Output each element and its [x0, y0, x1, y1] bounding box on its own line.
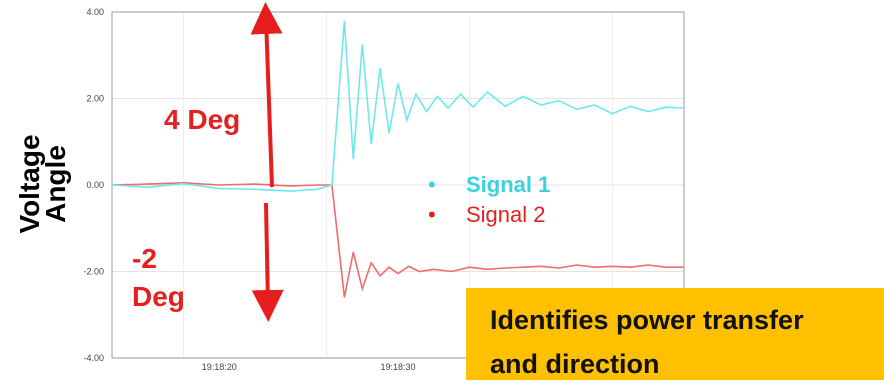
legend-item-signal-2: • Signal 2: [428, 200, 550, 230]
y-tick-label: 4.00: [86, 7, 104, 17]
arrow-up-4deg: [250, 2, 283, 188]
annotation-neg2deg-line2: Deg: [132, 281, 185, 312]
chart-legend: • Signal 1 • Signal 2: [428, 170, 550, 230]
annotation-arrows: [250, 2, 284, 322]
annotation-4deg-text: 4 Deg: [164, 104, 241, 135]
series-line-signal-2: [111, 181, 684, 298]
annotation-neg2deg: -2 Deg: [132, 240, 185, 316]
callout-line2: and direction: [490, 349, 660, 379]
y-axis-label-line2: Angle: [40, 145, 71, 223]
legend-bullet-signal-2: •: [428, 202, 436, 227]
arrow-down-2deg: [251, 202, 284, 322]
x-tick-label: 19:18:30: [380, 362, 415, 372]
annotation-4deg: 4 Deg: [164, 102, 240, 137]
y-tick-label: 0.00: [86, 180, 104, 190]
x-axis-ticks: 19:18:20 19:18:30: [202, 362, 416, 372]
annotation-neg2deg-line1: -2: [132, 243, 157, 274]
y-tick-label: 2.00: [86, 94, 104, 104]
callout-line1: Identifies power transfer: [490, 305, 804, 335]
y-tick-label: -2.00: [83, 267, 104, 277]
legend-label-signal-1: Signal 1: [466, 172, 551, 197]
legend-label-signal-2: Signal 2: [466, 202, 546, 227]
y-axis-ticks: 4.00 2.00 0.00 -2.00 -4.00: [83, 7, 104, 363]
callout-box: Identifies power transfer and direction: [466, 288, 884, 380]
series-line-signal-1: [111, 20, 685, 192]
legend-bullet-signal-1: •: [428, 172, 436, 197]
x-tick-label: 19:18:20: [202, 362, 237, 372]
y-axis-label: Voltage Angle: [14, 119, 71, 249]
legend-item-signal-1: • Signal 1: [428, 170, 550, 200]
y-tick-label: -4.00: [83, 353, 104, 363]
